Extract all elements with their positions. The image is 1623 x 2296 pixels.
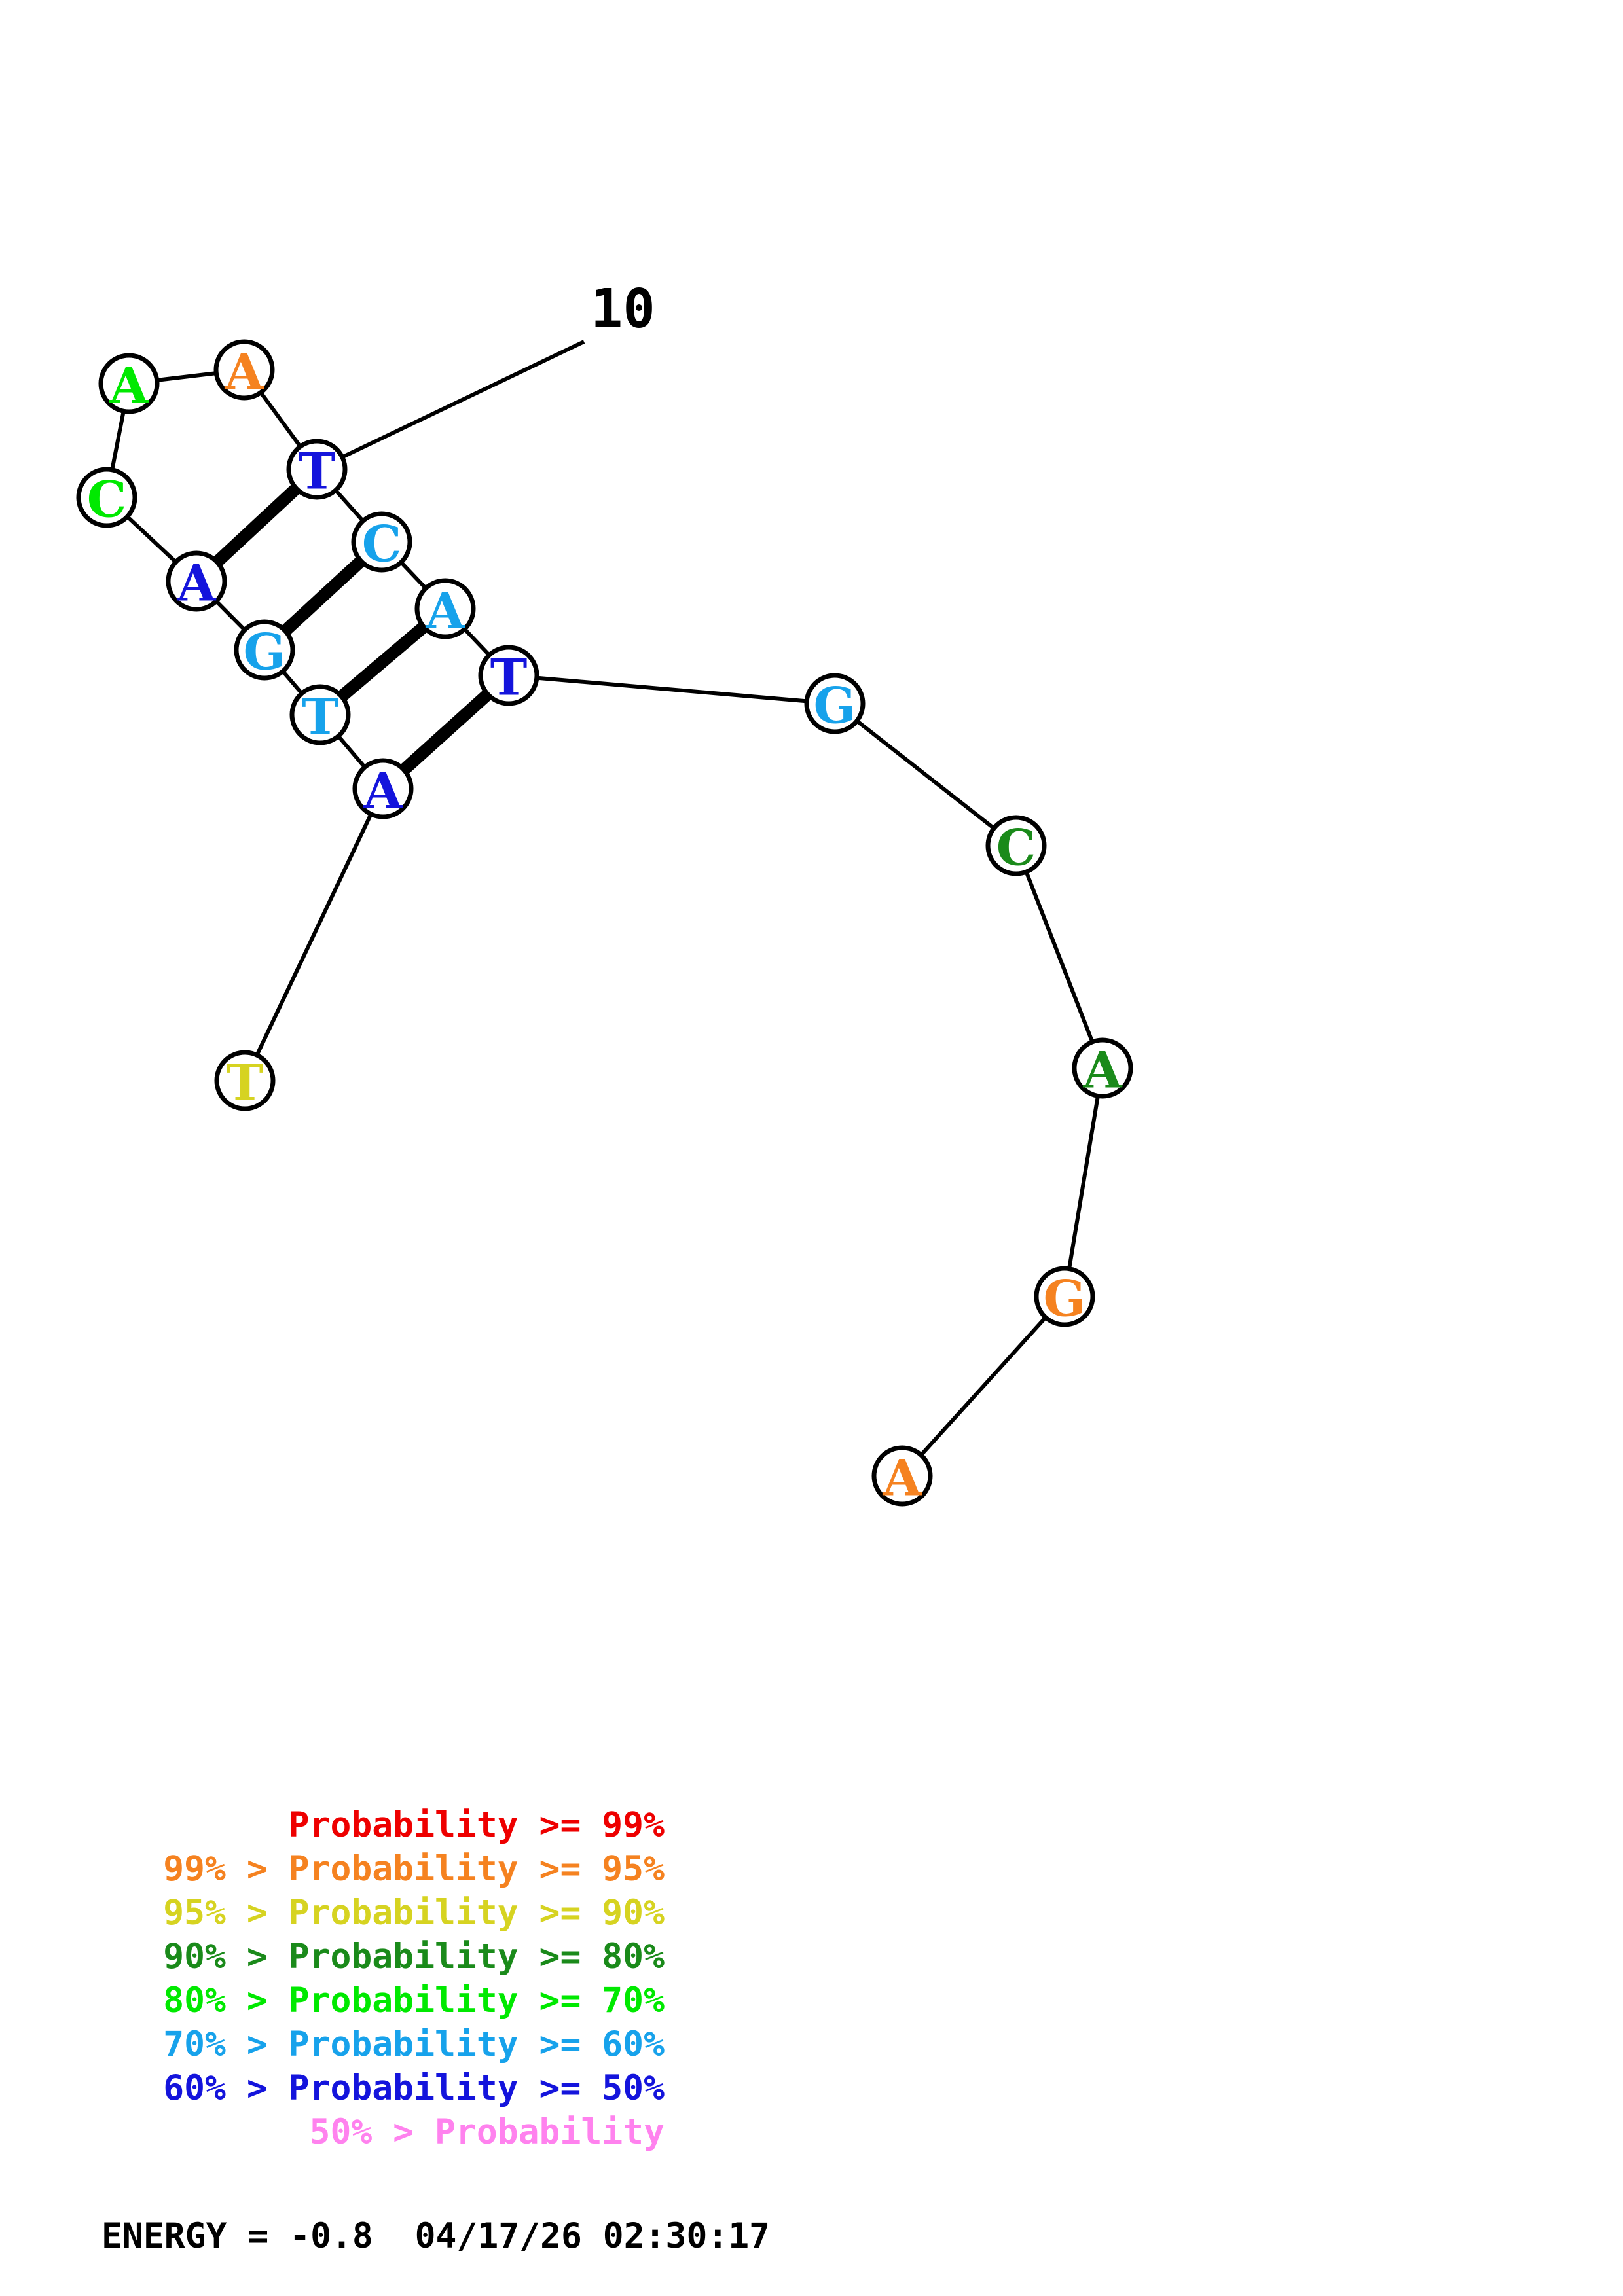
legend-row-7: 60% > Probability >= 50% [163,2068,665,2108]
nucleotide-node[interactable]: C [351,511,412,573]
backbone-edge [535,675,809,704]
nucleotide-circle [351,511,412,573]
nucleotide-base-letter: A [1083,1041,1123,1100]
nucleotide-base-letter: T [490,649,528,707]
backbone-edge [333,488,365,524]
legend-row-4: 90% > Probability >= 80% [163,1937,665,1977]
backbone-edge-layer [109,370,1101,1458]
nucleotide-circle [478,645,539,706]
nucleotide-circle [352,758,414,819]
backbone-edge [336,734,367,770]
base-pair-bond [279,554,367,637]
nucleotide-circle [286,439,348,500]
probability-legend: Probability >= 99% 99% > Probability >= 9… [101,1803,953,2154]
nucleotide-node[interactable]: C [76,467,137,529]
nucleotide-node[interactable]: A [1072,1037,1133,1100]
backbone-edge [124,514,179,565]
nucleotide-base-letter: G [244,623,286,681]
backbone-edge [1067,1094,1101,1271]
energy-and-timestamp-line: ENERGY = -0.8 04/17/26 02:30:17 [101,2216,771,2256]
nucleotide-base-letter: T [299,442,336,501]
nucleotide-circle [414,578,476,639]
legend-row-1: Probability >= 99% [288,1805,665,1845]
backbone-edge [462,626,492,658]
backbone-edge [854,718,996,831]
nucleotide-base-letter: A [177,554,217,613]
backbone-edge [399,560,428,591]
nucleotide-node[interactable]: C [985,815,1047,877]
legend-row-3: 95% > Probability >= 90% [163,1893,665,1933]
nucleotide-base-letter: G [1044,1270,1086,1328]
index-label-layer: 10 [591,278,655,340]
nucleotide-circle [98,353,160,414]
backbone-edge [254,812,374,1058]
nucleotide-node[interactable]: G [1034,1266,1095,1328]
nucleotide-node[interactable]: T [286,439,348,501]
legend-row-5: 80% > Probability >= 70% [163,1981,665,2020]
base-pair-bond-layer [211,482,494,776]
nucleotide-base-letter: C [996,819,1036,877]
nucleotide-circle [1072,1037,1133,1099]
nucleotide-node[interactable]: A [98,353,160,415]
nucleotide-circle [1034,1266,1095,1327]
nucleotide-node[interactable]: T [478,645,539,707]
legend-row-2: 99% > Probability >= 95% [163,1849,665,1889]
base-pair-bond [397,688,494,776]
backbone-edge [213,599,247,632]
nucleotide-base-letter: T [227,1054,264,1112]
backbone-edge [919,1315,1048,1458]
nucleotide-circle [214,1050,276,1111]
nucleotide-node[interactable]: A [213,339,275,401]
nucleotide-base-letter: G [814,677,856,735]
position-index-label: 10 [591,278,655,340]
backbone-edge [258,390,303,449]
nucleotide-circle [289,684,351,745]
nucleotide-base-letter: A [426,582,465,640]
nucleotide-node[interactable]: T [289,684,351,746]
backbone-edge [280,669,304,696]
nucleotide-node[interactable]: G [234,619,295,681]
nucleotide-base-letter: A [109,357,149,415]
nucleotide-circle [234,619,295,681]
nucleotide-circle [213,339,275,401]
index-leader-line [340,340,585,460]
nucleotide-node[interactable]: A [166,550,227,613]
nucleotide-circle [985,815,1047,876]
nucleotide-base-letter: T [302,688,339,746]
nucleotide-base-letter: A [363,762,403,820]
backbone-edge [109,409,126,472]
nucleotide-base-letter: A [225,343,264,401]
legend-row-8: 50% > Probability [309,2112,665,2152]
index-leader-line-layer [340,340,585,460]
nucleotide-base-letter: C [87,471,127,529]
legend-row-6: 70% > Probability >= 60% [163,2024,665,2064]
nucleotide-circle [871,1445,933,1507]
nucleotide-node[interactable]: G [804,673,866,735]
nucleotide-base-letter: A [883,1449,922,1507]
nucleotide-circle [166,550,227,612]
nucleotide-circle [76,467,137,528]
nucleotide-base-letter: C [362,515,402,573]
nucleotide-node[interactable]: T [214,1050,276,1112]
nucleotide-circle [804,673,866,734]
backbone-edge [155,370,218,383]
nucleotide-node[interactable]: A [352,758,414,820]
base-pair-bond [335,620,430,704]
nucleotide-node[interactable]: A [414,578,476,640]
nucleotide-node[interactable]: A [871,1445,933,1507]
base-pair-bond [211,482,302,569]
backbone-edge [1024,870,1095,1044]
